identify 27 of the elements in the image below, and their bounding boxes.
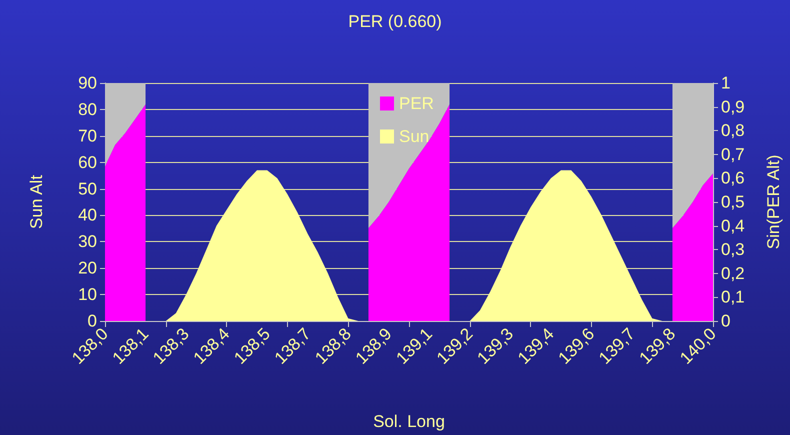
y-tick-label: 50 [78, 179, 97, 198]
y-axis-title: Sun Alt [27, 174, 46, 229]
y-tick-label: 70 [78, 126, 97, 146]
y2-tick-label: 0,8 [721, 121, 745, 140]
y-tick-label: 20 [78, 258, 97, 278]
y2-tick-label: 0 [721, 312, 730, 330]
y2-tick-label: 0,2 [721, 264, 745, 283]
y2-tick-label: 0,9 [721, 97, 745, 116]
y-tick-label: 40 [78, 206, 97, 225]
y2-tick-label: 0,1 [721, 288, 745, 307]
y-tick-label: 10 [78, 285, 97, 304]
y-tick-label: 80 [78, 100, 97, 119]
y-tick-label: 60 [78, 152, 97, 172]
y2-tick-label: 0,7 [721, 144, 745, 164]
legend-label: PER [399, 94, 434, 113]
y2-tick-label: 0,6 [721, 168, 745, 188]
x-axis-title: Sol. Long [373, 412, 445, 431]
y2-tick-label: 1 [721, 74, 730, 92]
y2-tick-label: 0,5 [721, 192, 745, 212]
y2-tick-label: 0,3 [721, 240, 745, 260]
y2-axis-title: Sin(PER Alt) [764, 154, 783, 250]
y-tick-label: 90 [78, 74, 97, 92]
legend-label: Sun [399, 127, 430, 146]
y2-tick-label: 0,4 [721, 216, 745, 236]
y-tick-label: 0 [88, 312, 97, 330]
y-tick-label: 30 [78, 232, 97, 252]
chart-title: PER (0.660) [348, 12, 442, 31]
